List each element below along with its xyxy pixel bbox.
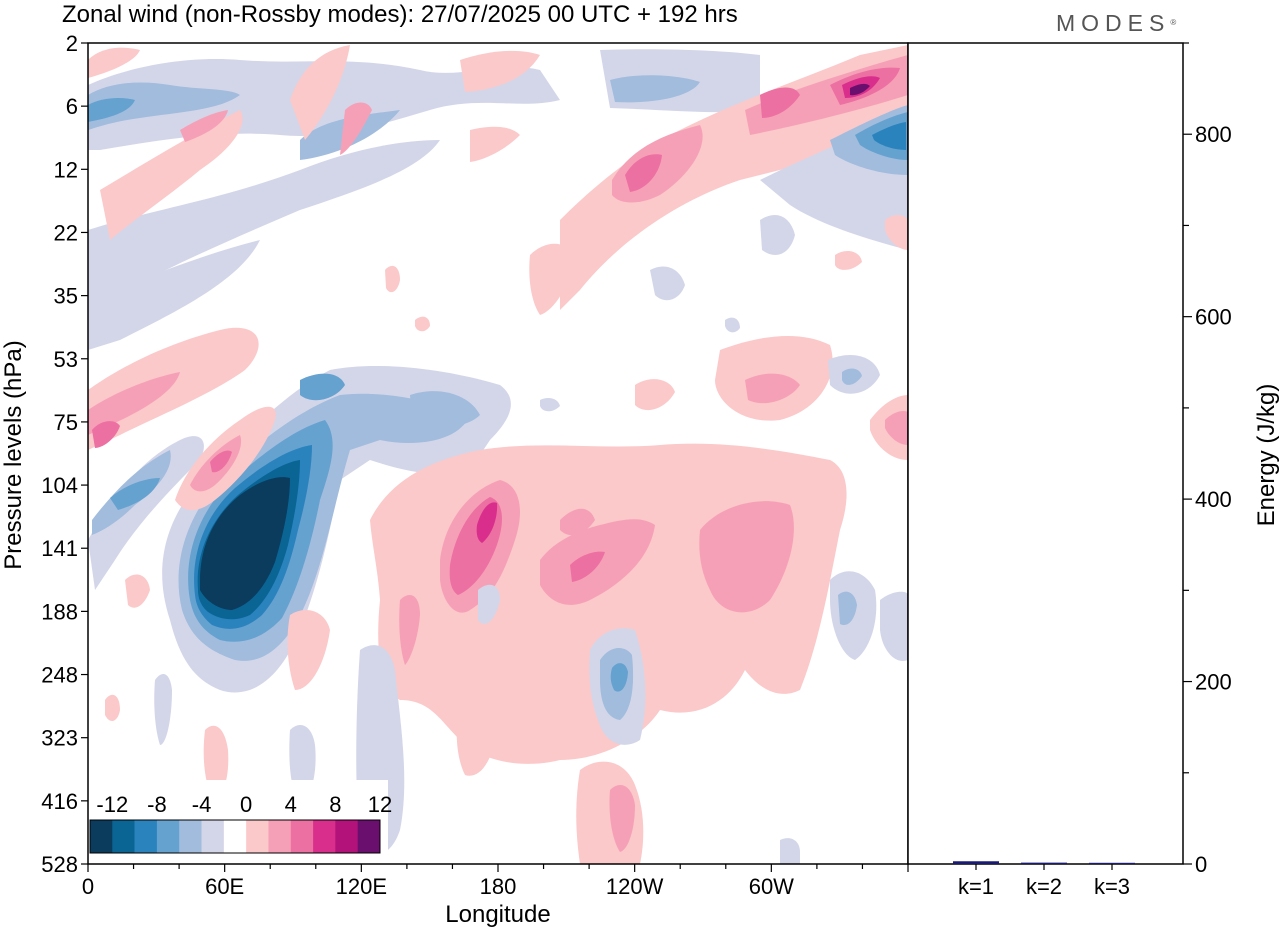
energy-tick-label: 800 — [1195, 122, 1232, 147]
upper-right-dipole — [560, 45, 908, 310]
energy-tick-label: 400 — [1195, 487, 1232, 512]
y-tick-label: 188 — [41, 599, 78, 624]
energy-bar — [1089, 862, 1135, 864]
lower-tropospheric-blobs — [105, 571, 908, 864]
left-positive-lobe — [125, 406, 276, 608]
y-tick-label: 12 — [54, 157, 78, 182]
energy-panel-frame — [907, 42, 1184, 865]
x-tick-label: 180 — [480, 874, 517, 899]
colorbar-label: -4 — [192, 792, 212, 817]
energy-tick-label: 600 — [1195, 305, 1232, 330]
x-axis: 0 60E 120E 180 120W 60W — [82, 864, 909, 899]
y-tick-label: 2 — [66, 31, 78, 56]
colorbar-swatch — [290, 820, 314, 853]
colorbar-label: -12 — [96, 792, 128, 817]
y-tick-label: 323 — [41, 726, 78, 751]
y-tick-label: 104 — [41, 473, 78, 498]
colorbar-label: -8 — [147, 792, 167, 817]
colorbar-label: 12 — [368, 792, 392, 817]
y-tick-label: 22 — [54, 220, 78, 245]
colorbar-swatch — [246, 820, 269, 853]
y-axis-label: Pressure levels (hPa) — [0, 340, 27, 569]
energy-bar — [953, 861, 999, 864]
energy-tick-label: 0 — [1195, 852, 1207, 877]
central-positive-anomaly — [287, 443, 847, 764]
y-tick-label: 416 — [41, 789, 78, 814]
colorbar-outline — [89, 819, 381, 854]
colorbar-label: 0 — [240, 792, 252, 817]
colorbar-swatch — [156, 820, 180, 853]
energy-bar — [1021, 862, 1067, 864]
x-tick-label: 120E — [336, 874, 387, 899]
energy-axis-label: Energy (J/kg) — [1253, 384, 1280, 527]
x-tick-label: 60E — [205, 874, 244, 899]
contour-field: -12 -8 -4 0 4 8 12 — [88, 45, 908, 864]
energy-category-label: k=2 — [1026, 874, 1062, 899]
scattered-small-blobs — [385, 215, 908, 412]
x-tick-label: 0 — [82, 874, 94, 899]
energy-category-label: k=1 — [958, 874, 994, 899]
y-tick-label: 528 — [41, 852, 78, 877]
colorbar-swatch — [134, 820, 158, 853]
colorbar-swatch — [112, 820, 135, 853]
colorbar-swatch — [313, 820, 336, 853]
colorbar-swatch — [201, 820, 225, 853]
upper-left-positive-band — [88, 45, 540, 240]
x-tick-label: 60W — [749, 874, 794, 899]
colorbar-swatch — [223, 820, 247, 853]
y-axis: 2 6 12 22 35 53 75 104 141 188 248 323 416 528 — [41, 31, 88, 877]
energy-bar-chart: 0 200 400 600 800 k=1 k=2 k=3 — [953, 42, 1232, 899]
y-tick-label: 141 — [41, 536, 78, 561]
colorbar-swatch — [90, 820, 113, 853]
y-tick-label: 53 — [54, 347, 78, 372]
mid-level-positive-blobs — [88, 250, 908, 460]
colorbar-label: 4 — [285, 792, 297, 817]
y-tick-label: 35 — [54, 284, 78, 309]
x-tick-label: 120W — [606, 874, 664, 899]
colorbar-swatch — [335, 820, 358, 853]
colorbar-swatch — [268, 820, 292, 853]
x-axis-label: Longitude — [445, 901, 550, 928]
y-tick-label: 6 — [66, 94, 78, 119]
colorbar-swatch — [179, 820, 202, 853]
modes-logo: MODES® — [1056, 10, 1177, 36]
colorbar: -12 -8 -4 0 4 8 12 — [88, 780, 392, 864]
colorbar-swatch — [357, 820, 381, 853]
colorbar-label: 8 — [329, 792, 341, 817]
y-tick-label: 75 — [54, 410, 78, 435]
energy-tick-label: 200 — [1195, 670, 1232, 695]
energy-category-label: k=3 — [1094, 874, 1130, 899]
y-tick-label: 248 — [41, 663, 78, 688]
chart-title: Zonal wind (non-Rossby modes): 27/07/202… — [62, 1, 738, 28]
